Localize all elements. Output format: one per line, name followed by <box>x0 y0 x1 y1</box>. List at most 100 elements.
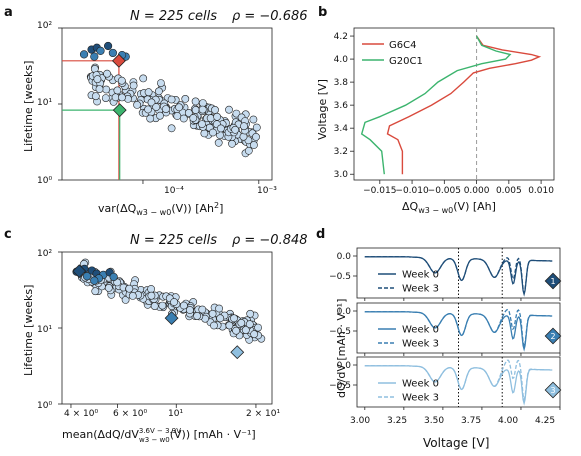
panel-d-xtick-4.25: 4.25 <box>535 416 555 426</box>
panel-d-legend-week0-label: Week 0 <box>402 270 439 281</box>
panel-a-xtick-1e-3: 10⁻³ <box>257 186 277 196</box>
panel-c-ytick-1: 10⁰ <box>37 401 52 411</box>
panel-b-xtick-label: 0.010 <box>528 186 554 196</box>
panel-c-point <box>198 305 207 314</box>
panel-a-highlight-diamond <box>111 53 126 68</box>
panel-c-xtick-10: 10¹ <box>168 409 183 419</box>
panel-c-point <box>237 318 246 327</box>
panel-a-point <box>213 112 221 121</box>
legend-g6c4-label: G6C4 <box>389 40 416 51</box>
panel-a-point <box>93 75 102 84</box>
panel-b-ytick-label: 3.6 <box>334 101 349 111</box>
panel-d-xtick-3.25: 3.25 <box>387 416 407 426</box>
panel-a-point <box>101 94 110 102</box>
panel-c: c N = 225 cells ρ = −0.848 10² 10¹ 10⁰ 4… <box>4 227 308 444</box>
panel-a-highlight-diamond <box>112 103 127 118</box>
panel-a-point <box>249 141 258 149</box>
panel-a-point <box>211 106 219 114</box>
panel-c-point <box>90 276 99 285</box>
panel-c-point <box>109 272 118 282</box>
panel-b-ylabel: Voltage [V] <box>316 79 329 140</box>
panel-letter-a: a <box>4 5 13 20</box>
panel-b-ytick-label: 4.0 <box>334 55 349 65</box>
panel-c-point <box>170 298 178 306</box>
panel-c-point <box>230 314 238 323</box>
panel-c-point <box>121 295 130 304</box>
panel-a-point <box>198 99 207 107</box>
panel-a-point <box>244 146 253 155</box>
panel-b-xtick-label: 0.005 <box>496 186 522 196</box>
panel-a-point <box>118 93 126 102</box>
panel-a-point <box>144 88 153 97</box>
panel-d-legend-week3-label: Week 3 <box>402 393 439 404</box>
panel-a-point <box>154 87 163 96</box>
panel-a-point <box>175 103 183 112</box>
panel-a-point <box>146 114 155 123</box>
panel-a-ytick-100: 10² <box>37 21 52 31</box>
panel-a-point <box>167 95 176 104</box>
panel-a-point <box>184 109 193 117</box>
panel-c-point <box>215 304 223 313</box>
panel-a-point <box>156 79 165 87</box>
panel-c-points <box>72 258 266 360</box>
panel-c-highlight-diamond <box>72 264 87 279</box>
panel-d-subplots: 0.0 −0.5 Week 0 Week 3 1 0.0 −0.5 Week 0 Week 3 2… <box>329 247 562 410</box>
panel-c-point <box>128 291 137 300</box>
panel-a-ytick-1: 10⁰ <box>37 176 52 186</box>
panel-d-ytick-label: −0.5 <box>329 381 351 391</box>
panel-d-ytick-label: −0.5 <box>329 272 351 282</box>
panel-a-point <box>252 123 261 132</box>
panel-a-point <box>225 105 233 114</box>
panel-c-xtick-20: 2 × 10¹ <box>246 409 280 419</box>
panel-a-point <box>173 112 182 120</box>
panel-b-ticks: 3.03.23.43.63.84.04.2−0.015−0.010−0.005 0… <box>334 32 555 196</box>
panel-d-subplot-2: 0.0 −0.5 Week 0 Week 3 2 <box>329 302 562 356</box>
panel-a-point <box>228 139 236 148</box>
panel-b-legend: G6C4 G20C1 <box>362 40 423 67</box>
panel-c-point <box>216 314 225 323</box>
panel-d-legend-week0-label: Week 0 <box>402 325 439 336</box>
panel-d-badge-diamond <box>544 272 562 290</box>
panel-a-point <box>249 115 258 124</box>
panel-a-ticks <box>58 27 260 184</box>
panel-c-point <box>241 326 250 334</box>
panel-c-point <box>91 287 100 296</box>
panel-c-title-n: N = 225 cells <box>130 233 217 248</box>
panel-a-point <box>200 129 209 138</box>
panel-a-point <box>191 106 200 114</box>
panel-d-xtick-3.50: 3.50 <box>424 416 444 426</box>
panel-a-point <box>214 138 223 147</box>
panel-a-ytick-10: 10¹ <box>37 98 52 108</box>
panel-d: d 0.0 −0.5 Week 0 Week 3 1 0.0 −0.5 Week 0 Week … <box>316 227 562 450</box>
panel-b-xtick-label: 0.000 <box>464 186 490 196</box>
panel-c-xtick-4: 4 × 10⁰ <box>64 409 98 419</box>
panel-a-point <box>117 76 126 85</box>
panel-a-point <box>191 97 200 106</box>
panel-d-xtick-3.75: 3.75 <box>461 416 481 426</box>
panel-c-point <box>208 309 217 318</box>
panel-c-point <box>245 320 254 329</box>
panel-letter-b: b <box>318 5 327 20</box>
panel-d-subplot-3: 0.0 −0.5 Week 0 Week 3 3 <box>329 356 562 410</box>
legend-g20c1-label: G20C1 <box>389 56 423 67</box>
panel-d-badge-diamond <box>544 381 562 399</box>
panel-d-ylabel: dQ/dV [mAh · V⁻¹] <box>335 299 348 398</box>
panel-a-point <box>206 114 215 123</box>
panel-a-point <box>139 74 148 83</box>
panel-d-xtick-4.00: 4.00 <box>498 416 518 426</box>
panel-c-point <box>225 321 234 330</box>
panel-c-point <box>179 301 188 310</box>
panel-c-ylabel: Lifetime [weeks] <box>22 285 35 376</box>
panel-a-title-n: N = 225 cells <box>130 9 217 24</box>
panel-a-point <box>167 124 176 133</box>
panel-b-xtick-label: −0.010 <box>395 186 429 196</box>
panel-a-point <box>198 105 207 114</box>
panel-a-point <box>231 125 240 134</box>
panel-c-xlabel: mean(ΔdQ/dV3.6V − 3.9V w3 − w0(V)) [mAh ·… <box>62 427 256 444</box>
panel-b-axes-frame <box>353 27 555 181</box>
panel-b-xtick-label: −0.015 <box>363 186 396 196</box>
panel-c-highlight-diamond <box>164 311 179 326</box>
panel-d-xlabel: Voltage [V] <box>423 436 489 450</box>
panel-c-xtick-6: 6 × 10⁰ <box>113 409 147 419</box>
